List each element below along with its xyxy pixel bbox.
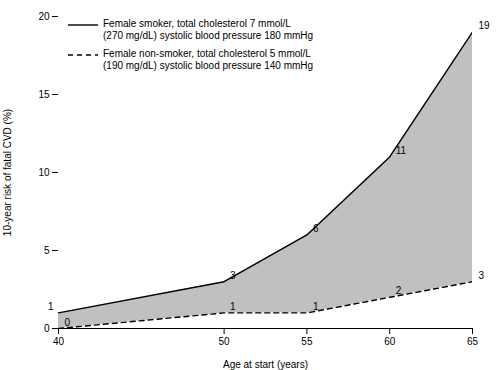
svg-text:10-year risk of fatal CVD (%): 10-year risk of fatal CVD (%) [2,109,13,236]
svg-text:3: 3 [230,270,236,281]
html-text:Female non-smoker, total chole: Female non-smoker, total cholesterol 5 m… [103,48,314,71]
svg-text:15: 15 [38,89,50,100]
svg-text:3: 3 [479,270,485,281]
svg-text:65: 65 [467,336,479,347]
svg-text:20: 20 [38,11,50,22]
svg-text:10: 10 [38,167,50,178]
svg-text:5: 5 [44,245,50,256]
svg-text:2: 2 [396,285,402,296]
svg-text:0: 0 [44,323,50,334]
svg-text:55: 55 [301,336,313,347]
svg-text:11: 11 [396,145,407,156]
svg-text:6: 6 [313,223,319,234]
svg-text:40: 40 [53,336,65,347]
svg-text:19: 19 [479,20,491,31]
svg-text:0: 0 [65,317,71,328]
svg-text:1: 1 [48,301,54,312]
svg-text:60: 60 [384,336,396,347]
svg-text:1: 1 [313,301,319,312]
svg-text:Age at start (years): Age at start (years) [223,359,308,370]
svg-text:50: 50 [219,336,231,347]
svg-text:1: 1 [230,301,236,312]
html-text:Female smoker, total cholester: Female smoker, total cholesterol 7 mmol/… [103,18,314,41]
